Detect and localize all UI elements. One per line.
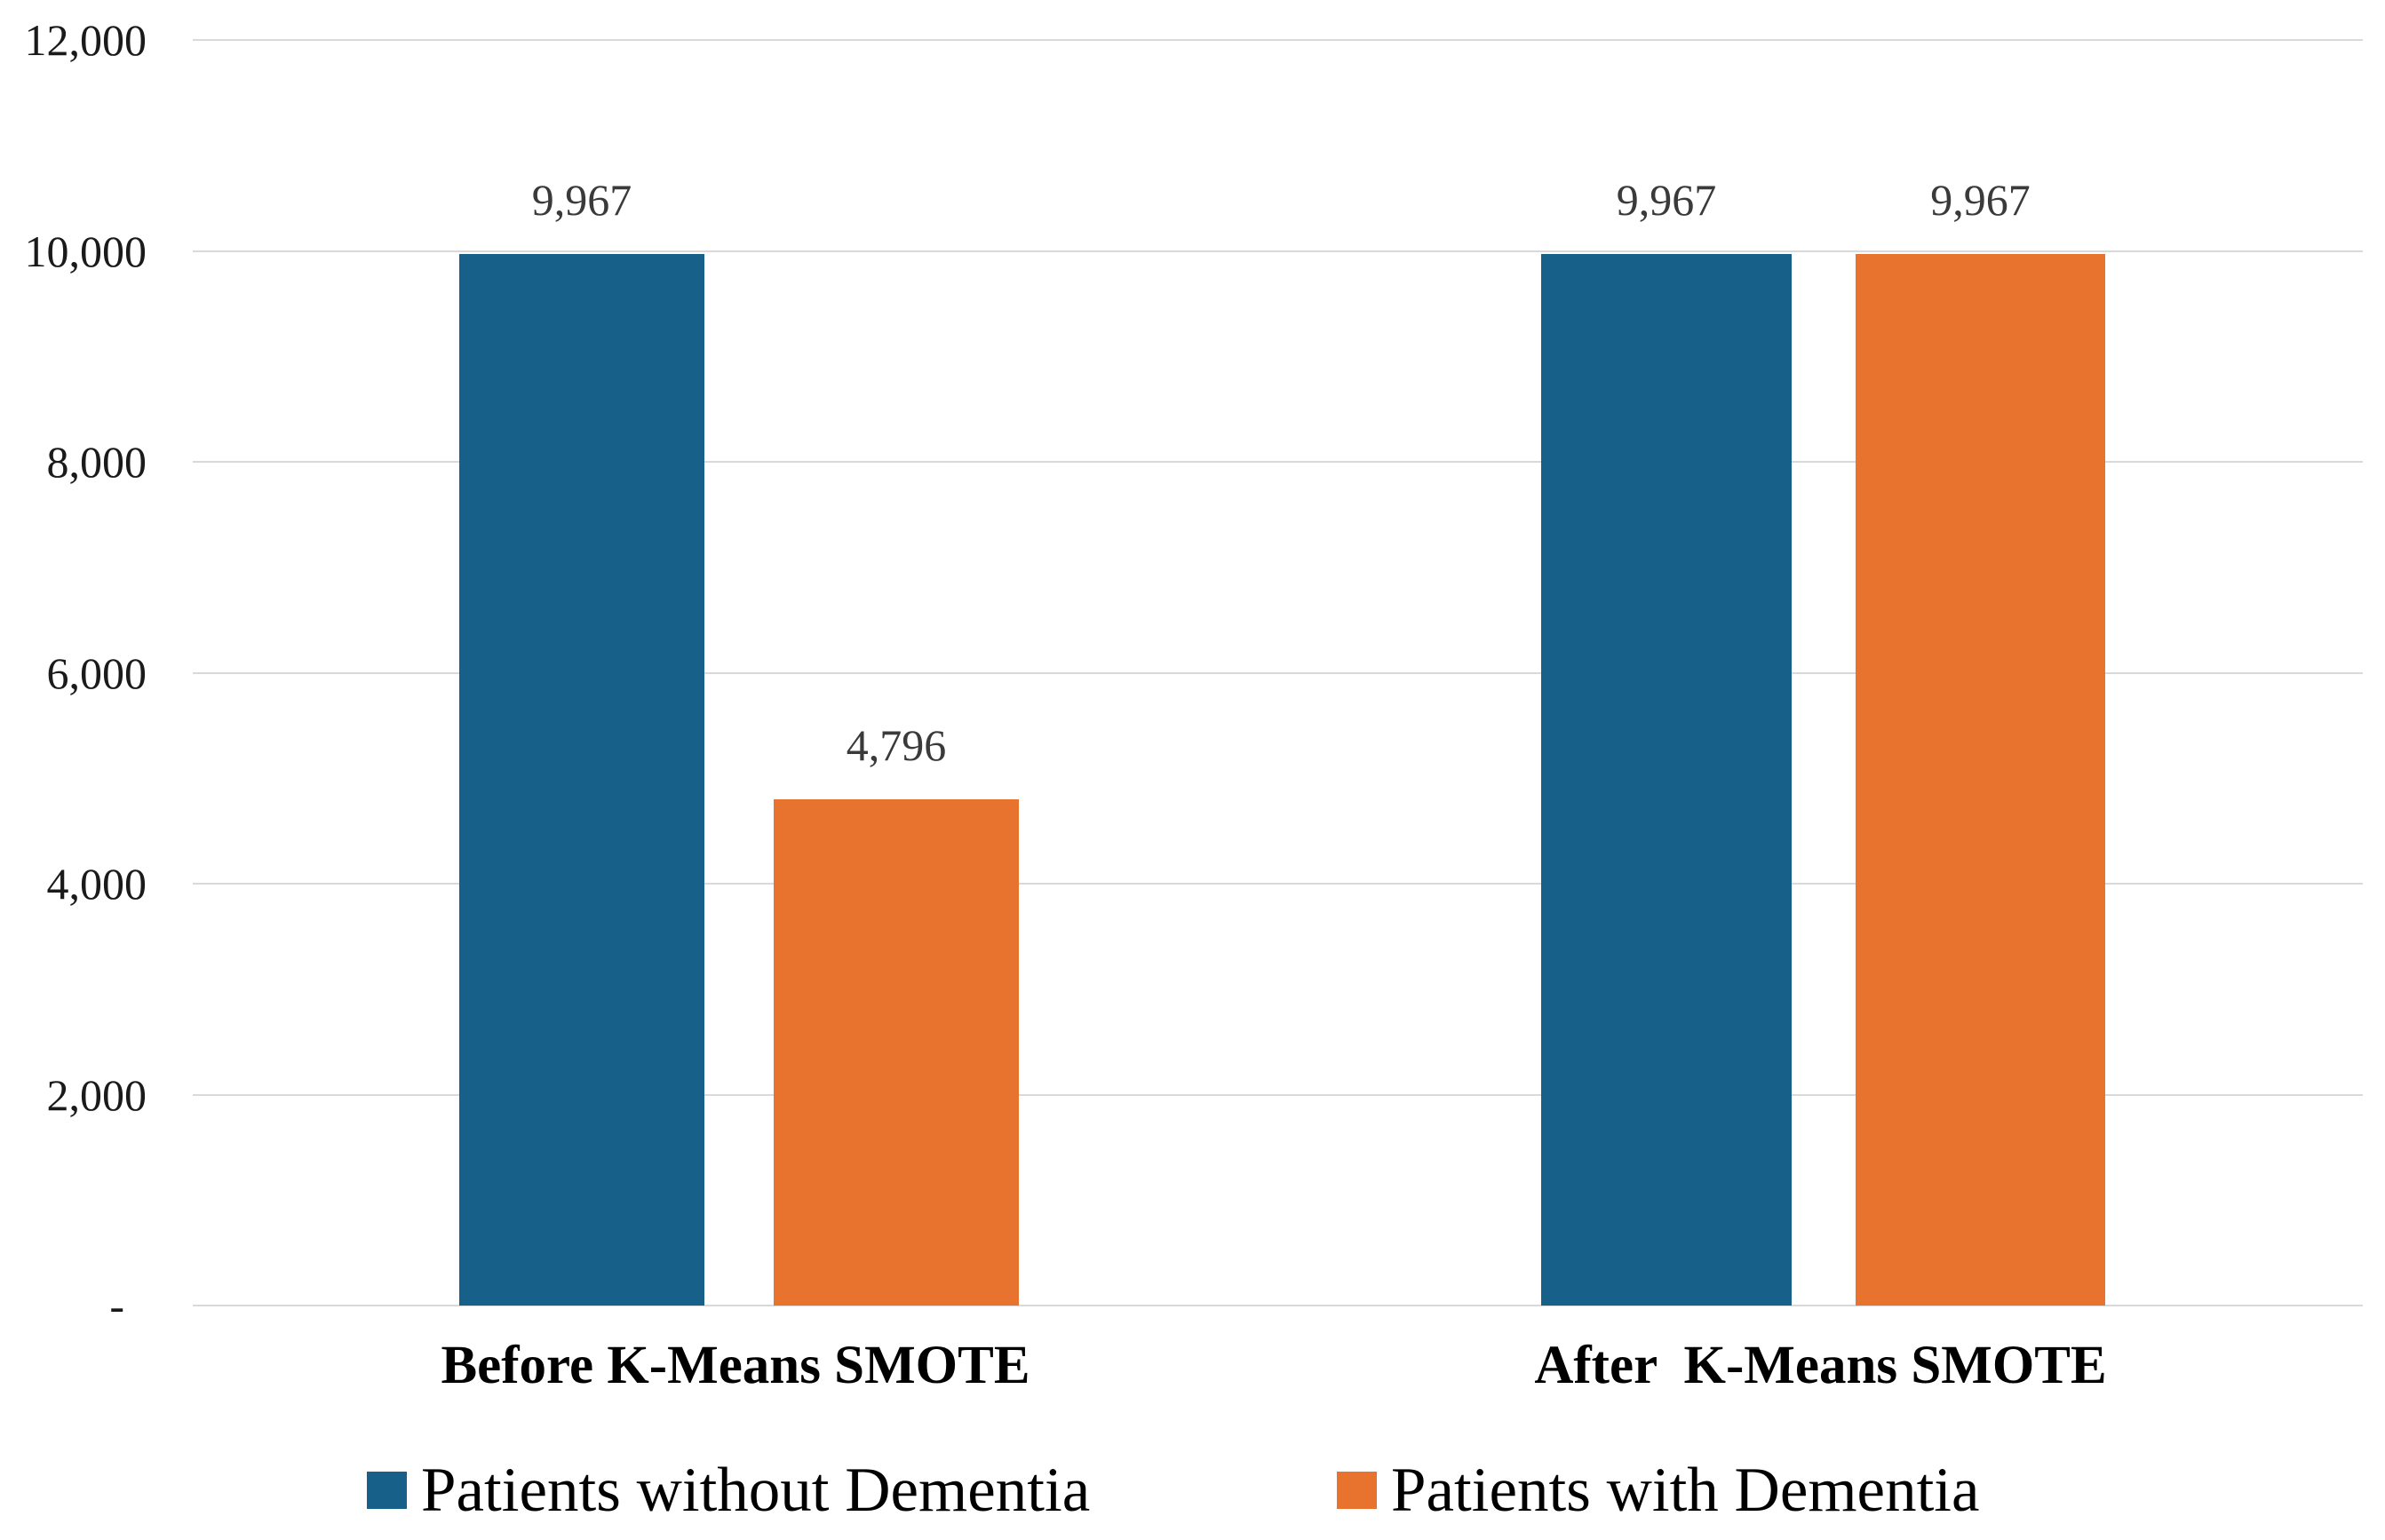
legend-swatch-without-dementia — [367, 1472, 407, 1509]
legend-label-with-dementia: Patients with Dementia — [1391, 1456, 1980, 1525]
bar-after-without-dementia — [1541, 254, 1792, 1306]
gridline-zero-baseline — [193, 1305, 2363, 1306]
bar-after-with-dementia — [1856, 254, 2105, 1306]
y-axis-tick-label: 12,000 — [24, 15, 147, 65]
gridline-12000 — [193, 39, 2363, 41]
legend-swatch-with-dementia — [1337, 1472, 1377, 1509]
category-label-before: Before K-Means SMOTE — [441, 1336, 1030, 1395]
bar-before-without-dementia — [459, 254, 704, 1306]
gridline-4000 — [193, 883, 2363, 885]
gridline-10000 — [193, 250, 2363, 252]
y-axis-tick-label: 4,000 — [46, 859, 147, 909]
value-label-after-with: 9,967 — [1930, 175, 2031, 225]
y-axis-tick-label-zero: - — [109, 1281, 147, 1330]
legend-item-with-dementia: Patients with Dementia — [1337, 1451, 1980, 1529]
bar-before-with-dementia — [774, 799, 1019, 1306]
gridline-2000 — [193, 1094, 2363, 1096]
gridline-6000 — [193, 672, 2363, 674]
legend-label-without-dementia: Patients without Dementia — [421, 1456, 1091, 1525]
gridline-8000 — [193, 461, 2363, 463]
value-label-before-with: 4,796 — [846, 720, 947, 770]
value-label-after-without: 9,967 — [1616, 175, 1717, 225]
y-axis-tick-label: 10,000 — [24, 226, 147, 276]
category-label-after: After K-Means SMOTE — [1534, 1336, 2107, 1395]
value-label-before-without: 9,967 — [531, 175, 632, 225]
y-axis-tick-label: 6,000 — [46, 648, 147, 698]
legend-item-without-dementia: Patients without Dementia — [367, 1451, 1090, 1529]
y-axis-tick-label: 8,000 — [46, 437, 147, 487]
y-axis-tick-label: 2,000 — [46, 1070, 147, 1120]
